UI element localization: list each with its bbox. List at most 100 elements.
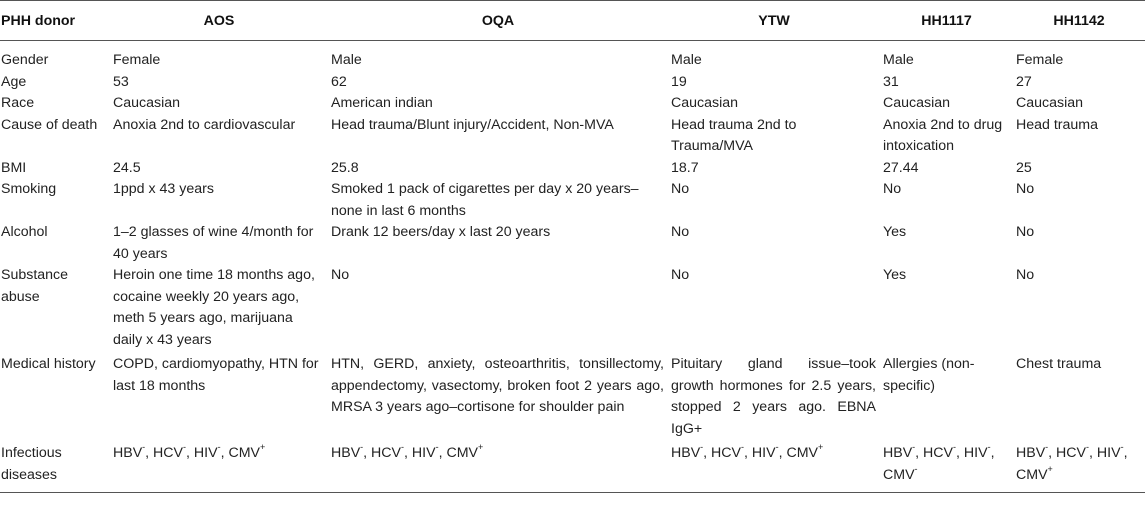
table-row-age: Age 53 62 19 31 27	[0, 72, 1145, 94]
table-cell: Caucasian	[1016, 95, 1084, 111]
serostatus-sign: -	[741, 442, 745, 453]
pathogen-label: , CMV	[1016, 445, 1128, 483]
table-cell: Heroin one time 18 months ago, cocaine w…	[113, 267, 315, 348]
table-cell: No	[1016, 181, 1035, 197]
serostatus-sign: -	[914, 463, 918, 474]
pathogen-label: , HIV	[186, 445, 218, 461]
table-cell: Male	[883, 52, 914, 68]
serostatus-sign: +	[259, 442, 266, 453]
table-cell: Female	[113, 52, 161, 68]
pathogen-label: , HCV	[915, 445, 954, 461]
table-row-substance-abuse: Substance abuse Heroin one time 18 month…	[0, 265, 1145, 351]
row-label: BMI	[1, 159, 27, 176]
table-cell: Anoxia 2nd to drug intoxication	[883, 116, 1003, 155]
infectious-cell: HBV-, HCV-, HIV-, CMV+	[110, 440, 328, 493]
serostatus-sign: +	[1047, 463, 1053, 474]
pathogen-label: , HCV	[363, 445, 402, 461]
serostatus-sign: -	[912, 442, 916, 453]
table-cell: Yes	[883, 224, 907, 240]
infectious-cell: HBV-, HCV-, HIV-, CMV+	[328, 440, 668, 493]
row-label: Infectious diseases	[0, 440, 110, 493]
serostatus-sign: -	[1045, 442, 1049, 453]
pathogen-label: , HIV	[1089, 445, 1121, 461]
table-row-race: Race Caucasian American indian Caucasian…	[0, 93, 1145, 115]
pathogen-label: , CMV	[220, 445, 260, 461]
pathogen-label: , HIV	[744, 445, 776, 461]
row-label: Smoking	[1, 181, 57, 197]
row-label: Medical history	[1, 356, 96, 372]
pathogen-label: HBV	[671, 445, 701, 461]
serostatus-sign: -	[987, 442, 991, 453]
table-cell: Smoked 1 pack of cigarettes per day x 20…	[331, 181, 639, 219]
table-row-infectious-diseases: Infectious diseases HBV-, HCV-, HIV-, CM…	[0, 440, 1145, 493]
table-row-alcohol: Alcohol 1–2 glasses of wine 4/month for …	[0, 222, 1145, 265]
table-cell: Caucasian	[113, 95, 181, 111]
row-label: Substance abuse	[1, 267, 69, 305]
serostatus-sign: +	[817, 442, 824, 453]
table-row-medical-history: Medical history COPD, cardiomyopathy, HT…	[0, 351, 1145, 440]
table-cell: Male	[671, 52, 702, 68]
infectious-cell: HBV-, HCV-, HIV-, CMV-	[880, 440, 1013, 493]
table-cell: Caucasian	[671, 95, 739, 111]
serostatus-sign: -	[360, 442, 364, 453]
serostatus-sign: -	[700, 442, 704, 453]
table-cell: HTN, GERD, anxiety, osteoarthritis, tons…	[331, 356, 664, 415]
table-cell: Head trauma	[1016, 116, 1099, 133]
table-row-cause-of-death: Cause of death Anoxia 2nd to cardiovascu…	[0, 115, 1145, 158]
table-cell: 25.8	[331, 159, 359, 176]
row-label: Gender	[1, 52, 49, 68]
table-cell: No	[671, 224, 690, 240]
table-header: PHH donor AOS OQA YTW HH1117 HH1142	[0, 0, 1145, 41]
table-cell: 24.5	[113, 159, 141, 176]
header-hh1117: HH1117	[880, 0, 1013, 41]
pathogen-label: HBV	[1016, 445, 1046, 461]
donor-characteristics-table: PHH donor AOS OQA YTW HH1117 HH1142 Gend…	[0, 0, 1145, 493]
pathogen-label: , HCV	[703, 445, 742, 461]
table-cell: No	[671, 267, 690, 283]
table-cell: 31	[883, 73, 899, 90]
table-cell: No	[671, 181, 690, 197]
pathogen-label: HBV	[113, 445, 143, 461]
row-label: Age	[1, 73, 27, 90]
table-cell: 53	[113, 73, 129, 90]
serostatus-sign: -	[1086, 442, 1090, 453]
table-cell: Yes	[883, 267, 907, 283]
pathogen-label: , CMV	[883, 445, 995, 483]
pathogen-label: , HCV	[145, 445, 184, 461]
table-row-bmi: BMI 24.5 25.8 18.7 27.44 25	[0, 158, 1145, 180]
serostatus-sign: -	[142, 442, 146, 453]
serostatus-sign: +	[477, 442, 484, 453]
table-cell: Head trauma 2nd to Trauma/MVA	[671, 116, 797, 155]
table-cell: 25	[1016, 159, 1032, 176]
infectious-cell: HBV-, HCV-, HIV-, CMV+	[1013, 440, 1145, 493]
table-cell: No	[1016, 224, 1035, 240]
table-cell: 19	[671, 73, 687, 90]
pathogen-label: , CMV	[438, 445, 478, 461]
table-cell: Head trauma/Blunt injury/Accident, Non-M…	[331, 116, 614, 133]
row-label: Race	[1, 95, 35, 111]
header-aos: AOS	[110, 0, 328, 41]
table-cell: Female	[1016, 52, 1064, 68]
serostatus-sign: -	[435, 442, 439, 453]
pathogen-label: , HIV	[404, 445, 436, 461]
header-row: PHH donor AOS OQA YTW HH1117 HH1142	[0, 0, 1145, 41]
table-cell: Allergies (non-specific)	[883, 356, 975, 394]
table-cell: 1ppd x 43 years	[113, 181, 214, 197]
pathogen-label: , HIV	[956, 445, 988, 461]
row-label: Alcohol	[1, 224, 48, 240]
table-row-smoking: Smoking 1ppd x 43 years Smoked 1 pack of…	[0, 179, 1145, 222]
pathogen-label: , HCV	[1048, 445, 1087, 461]
table-row-gender: Gender Female Male Male Male Female	[0, 41, 1145, 72]
table-cell: 27	[1016, 73, 1032, 90]
serostatus-sign: -	[775, 442, 779, 453]
serostatus-sign: -	[401, 442, 405, 453]
pathogen-label: HBV	[331, 445, 361, 461]
table-cell: Anoxia 2nd to cardiovascular	[113, 116, 296, 133]
table-cell: 1–2 glasses of wine 4/month for 40 years	[113, 224, 314, 262]
pathogen-label: HBV	[883, 445, 913, 461]
table-cell: No	[331, 267, 350, 283]
serostatus-sign: -	[953, 442, 957, 453]
serostatus-sign: -	[217, 442, 221, 453]
header-oqa: OQA	[328, 0, 668, 41]
